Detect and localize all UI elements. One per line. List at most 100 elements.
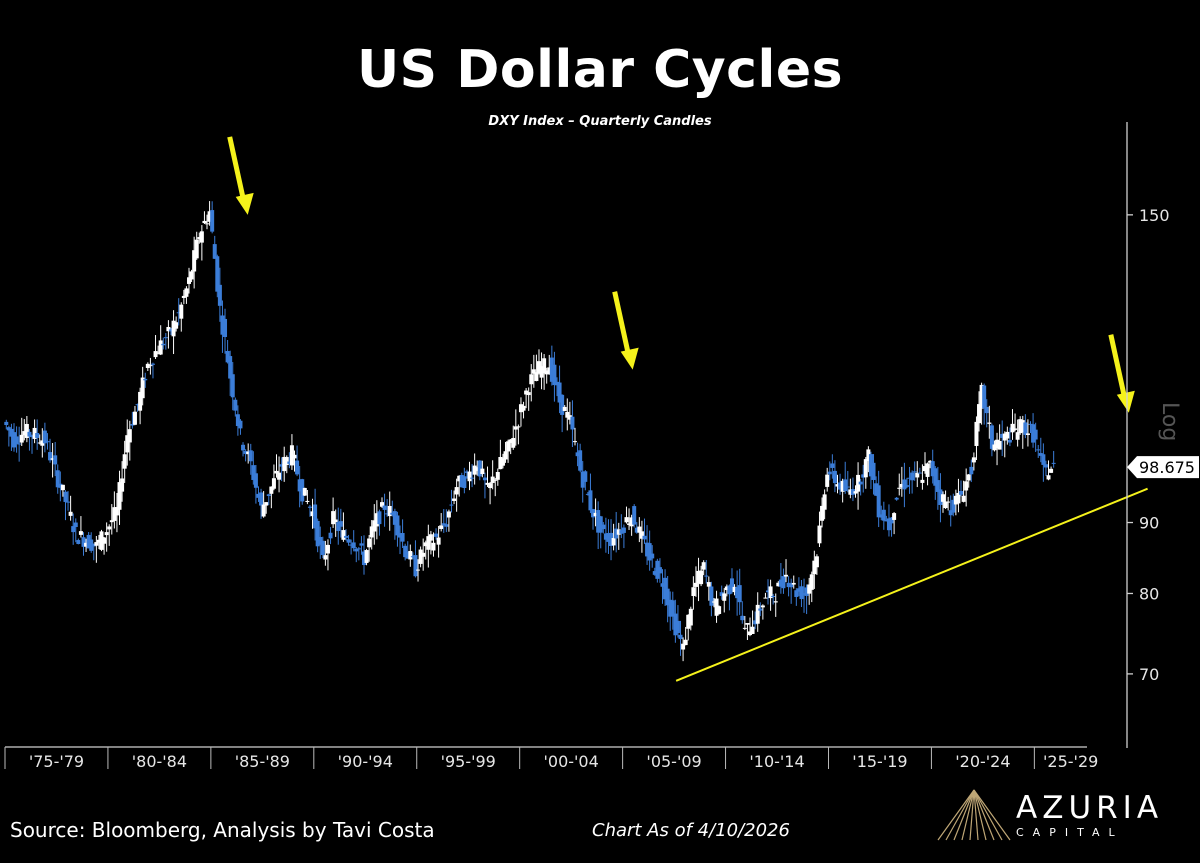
candle bbox=[410, 552, 415, 560]
candle bbox=[652, 567, 657, 576]
chart-title: US Dollar Cycles bbox=[356, 40, 844, 100]
candle bbox=[737, 568, 742, 615]
candle bbox=[261, 491, 266, 518]
candle bbox=[825, 467, 830, 492]
candle bbox=[120, 461, 125, 502]
candle bbox=[369, 520, 374, 550]
y-tick-label: 90 bbox=[1139, 514, 1159, 533]
candle bbox=[223, 308, 228, 354]
candle bbox=[374, 500, 379, 540]
candle bbox=[578, 443, 583, 473]
candle bbox=[567, 401, 572, 425]
candle bbox=[629, 514, 634, 536]
candle bbox=[12, 423, 17, 452]
candle bbox=[277, 456, 282, 493]
candle bbox=[282, 446, 287, 482]
candle bbox=[529, 364, 534, 402]
candle bbox=[763, 592, 768, 599]
candle bbox=[14, 426, 19, 453]
candle bbox=[346, 534, 351, 546]
candle bbox=[977, 391, 982, 432]
candle bbox=[742, 615, 747, 631]
candle bbox=[32, 419, 37, 444]
candle bbox=[1031, 413, 1036, 448]
candle bbox=[380, 497, 385, 508]
candle bbox=[740, 601, 745, 624]
candle bbox=[521, 401, 526, 419]
candle bbox=[591, 508, 596, 530]
y-axis-label: Log bbox=[1157, 402, 1182, 441]
candle bbox=[243, 449, 248, 462]
candle bbox=[516, 424, 521, 445]
candle bbox=[207, 201, 212, 226]
as-of-note: Chart As of 4/10/2026 bbox=[592, 820, 790, 841]
candle bbox=[755, 592, 760, 632]
candle bbox=[773, 593, 778, 617]
candle bbox=[364, 548, 369, 566]
candle bbox=[951, 493, 956, 517]
candle bbox=[323, 540, 328, 566]
candle bbox=[969, 459, 974, 483]
candle bbox=[910, 470, 915, 494]
candle bbox=[1023, 414, 1028, 439]
candle bbox=[922, 452, 927, 474]
candle bbox=[153, 335, 158, 359]
candle bbox=[104, 522, 109, 552]
candle bbox=[259, 488, 264, 519]
candles-layer bbox=[4, 201, 1056, 662]
candle bbox=[760, 604, 765, 620]
candle bbox=[215, 254, 220, 298]
candle bbox=[959, 480, 964, 497]
candle bbox=[904, 477, 909, 489]
candle bbox=[704, 560, 709, 584]
candle bbox=[624, 506, 629, 524]
candle bbox=[989, 423, 994, 457]
candle bbox=[799, 579, 804, 608]
candle bbox=[961, 480, 966, 503]
candle bbox=[485, 466, 490, 487]
candle bbox=[114, 493, 119, 533]
candle bbox=[647, 530, 652, 571]
candle bbox=[1038, 437, 1043, 463]
candle bbox=[477, 460, 482, 481]
candle bbox=[544, 367, 549, 384]
candle bbox=[210, 201, 215, 234]
candle bbox=[91, 543, 96, 561]
candle bbox=[459, 472, 464, 488]
candle bbox=[683, 626, 688, 646]
candle bbox=[820, 497, 825, 528]
candle bbox=[24, 415, 29, 443]
candle bbox=[405, 541, 410, 559]
candle bbox=[1015, 419, 1020, 447]
candle bbox=[349, 539, 354, 555]
candle bbox=[536, 349, 541, 375]
candle bbox=[35, 419, 40, 450]
candle bbox=[266, 493, 271, 506]
candle bbox=[392, 508, 397, 540]
candle bbox=[688, 606, 693, 631]
candle bbox=[570, 400, 575, 448]
candle bbox=[531, 354, 536, 388]
candle bbox=[513, 409, 518, 446]
candle bbox=[387, 491, 392, 531]
candle bbox=[313, 488, 318, 541]
candle bbox=[336, 507, 341, 545]
candle bbox=[706, 576, 711, 601]
candle bbox=[96, 534, 101, 550]
candle bbox=[40, 428, 45, 458]
candle bbox=[719, 585, 724, 600]
candle bbox=[351, 530, 356, 552]
candle bbox=[27, 429, 32, 451]
candle bbox=[912, 461, 917, 481]
candle bbox=[361, 535, 366, 575]
candle bbox=[444, 509, 449, 533]
candle bbox=[881, 501, 886, 530]
candle bbox=[524, 388, 529, 409]
candle bbox=[1018, 416, 1023, 435]
candle bbox=[534, 354, 539, 382]
candle bbox=[1043, 460, 1048, 476]
candle bbox=[853, 485, 858, 498]
candle bbox=[341, 512, 346, 542]
candle bbox=[289, 434, 294, 470]
candle bbox=[902, 462, 907, 508]
